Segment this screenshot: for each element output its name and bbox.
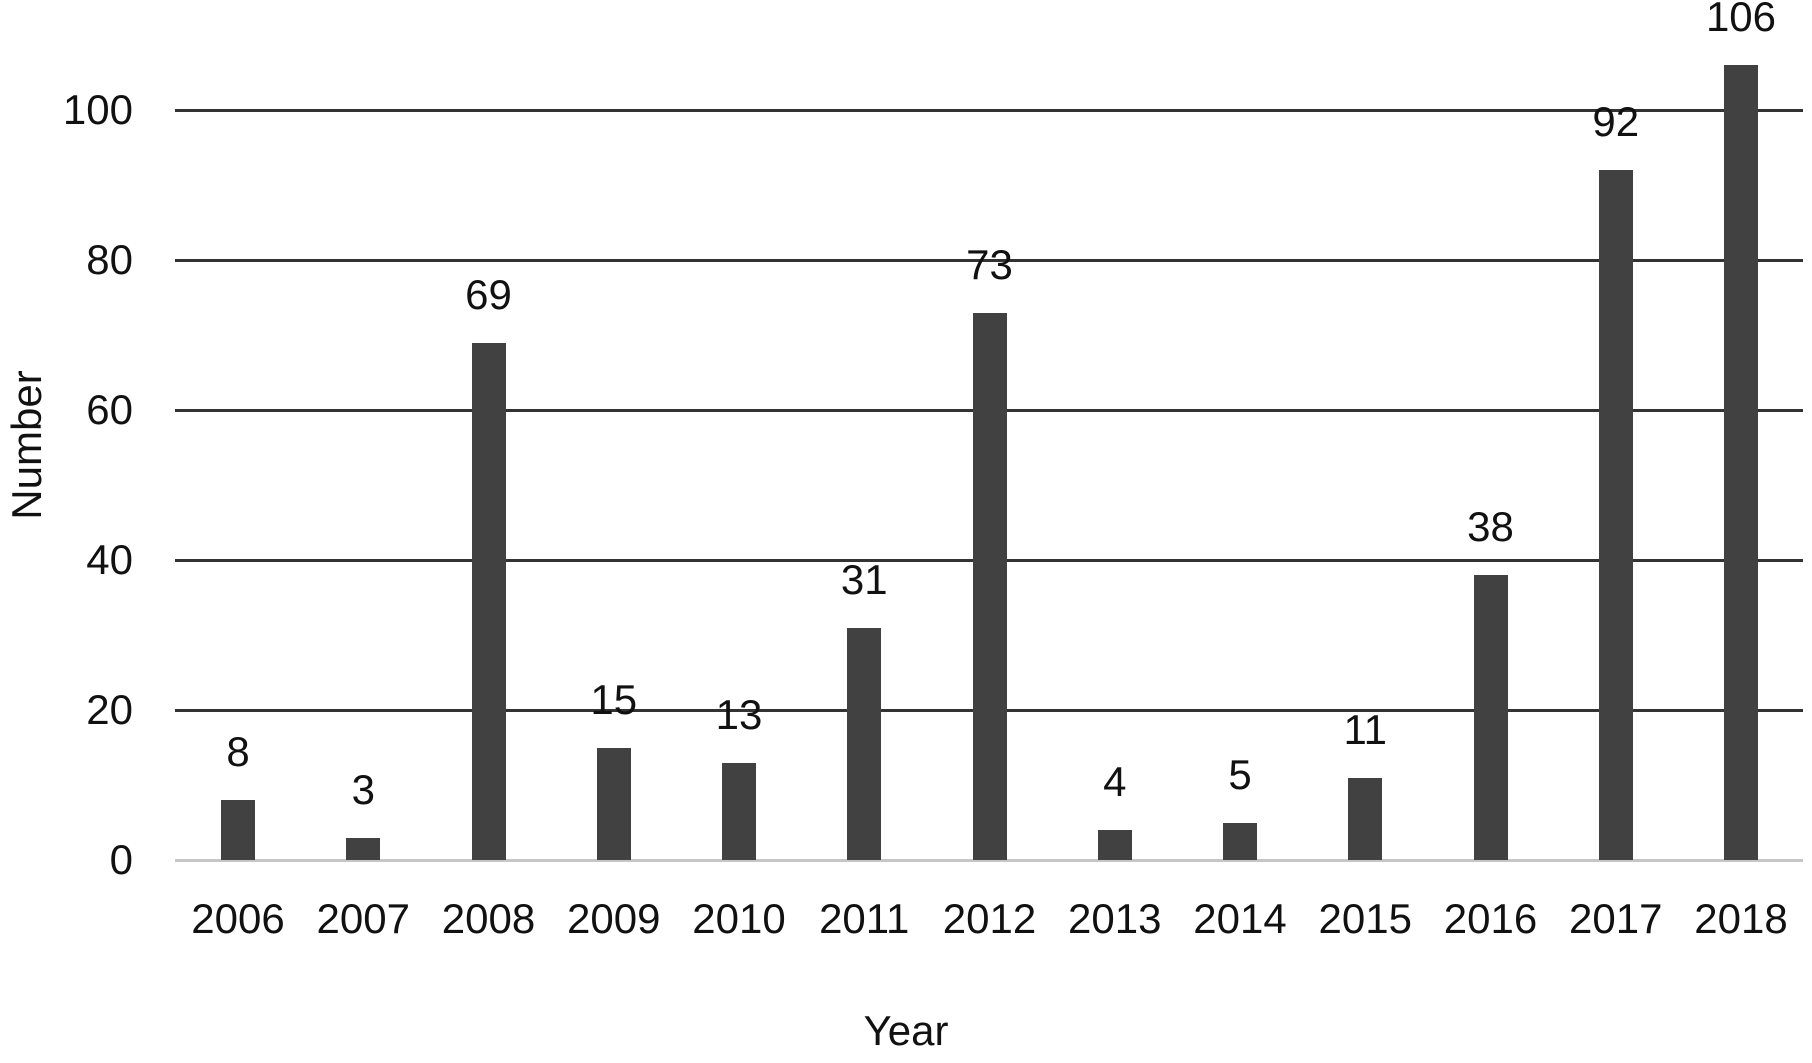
- y-tick-label-60: 60: [86, 386, 133, 433]
- bar-2009: [596, 747, 631, 860]
- bar-value-label-2007: 3: [351, 765, 375, 813]
- bar-value-label-2010: 13: [715, 690, 763, 738]
- x-tick-label-2018: 2018: [1694, 895, 1788, 942]
- x-tick-label-2011: 2011: [819, 895, 910, 942]
- y-tick-label-100: 100: [62, 86, 133, 133]
- bar-2006: [221, 800, 255, 860]
- bar-value-label-2009: 15: [590, 675, 638, 723]
- bar-value-label-2013: 4: [1103, 758, 1127, 805]
- bar-value-label-2006: 8: [226, 728, 250, 775]
- bar-2013: [1097, 830, 1132, 860]
- bar-2014: [1223, 822, 1257, 860]
- bar-value-label-2018: 106: [1705, 0, 1777, 40]
- x-tick-label-2016: 2016: [1443, 895, 1538, 942]
- bar-2016: [1473, 575, 1508, 860]
- x-tick-label-2017: 2017: [1569, 895, 1663, 942]
- x-tick-label-2006: 2006: [191, 895, 285, 942]
- bar-value-label-2016: 38: [1467, 503, 1514, 550]
- bar-2012: [972, 312, 1007, 860]
- bar-value-label-2011: 31: [840, 555, 888, 603]
- x-tick-label-2014: 2014: [1193, 895, 1287, 942]
- y-tick-label-20: 20: [86, 686, 133, 733]
- y-axis-title: Number: [3, 370, 50, 520]
- bar-2015: [1348, 777, 1383, 860]
- bar-value-label-2012: 73: [966, 240, 1013, 288]
- x-tick-label-2009: 2009: [567, 895, 661, 942]
- gridline-y-80: [175, 259, 1803, 262]
- bar-value-label-2017: 92: [1592, 98, 1640, 145]
- x-axis-baseline: [175, 859, 1803, 862]
- bar-value-label-2014: 5: [1228, 750, 1252, 798]
- bar-2007: [346, 837, 381, 860]
- bar-2017: [1598, 170, 1633, 860]
- x-axis-title: Year: [863, 1007, 949, 1054]
- x-tick-label-2013: 2013: [1068, 895, 1162, 942]
- bar-2008: [471, 342, 506, 860]
- x-tick-label-2008: 2008: [441, 895, 536, 942]
- y-tick-label-80: 80: [86, 236, 133, 283]
- bar-2011: [847, 627, 882, 860]
- x-tick-label-2010: 2010: [692, 895, 786, 942]
- gridline-y-100: [175, 109, 1803, 112]
- x-tick-label-2007: 2007: [316, 895, 410, 942]
- bar-value-label-2008: 69: [465, 270, 512, 318]
- x-tick-label-2015: 2015: [1318, 895, 1412, 942]
- bar-2010: [722, 762, 756, 860]
- bar-2018: [1724, 65, 1758, 860]
- y-tick-label-40: 40: [86, 536, 133, 583]
- x-tick-label-2012: 2012: [942, 895, 1037, 942]
- y-tick-label-0: 0: [109, 836, 133, 883]
- bar-value-label-2015: 11: [1343, 705, 1388, 753]
